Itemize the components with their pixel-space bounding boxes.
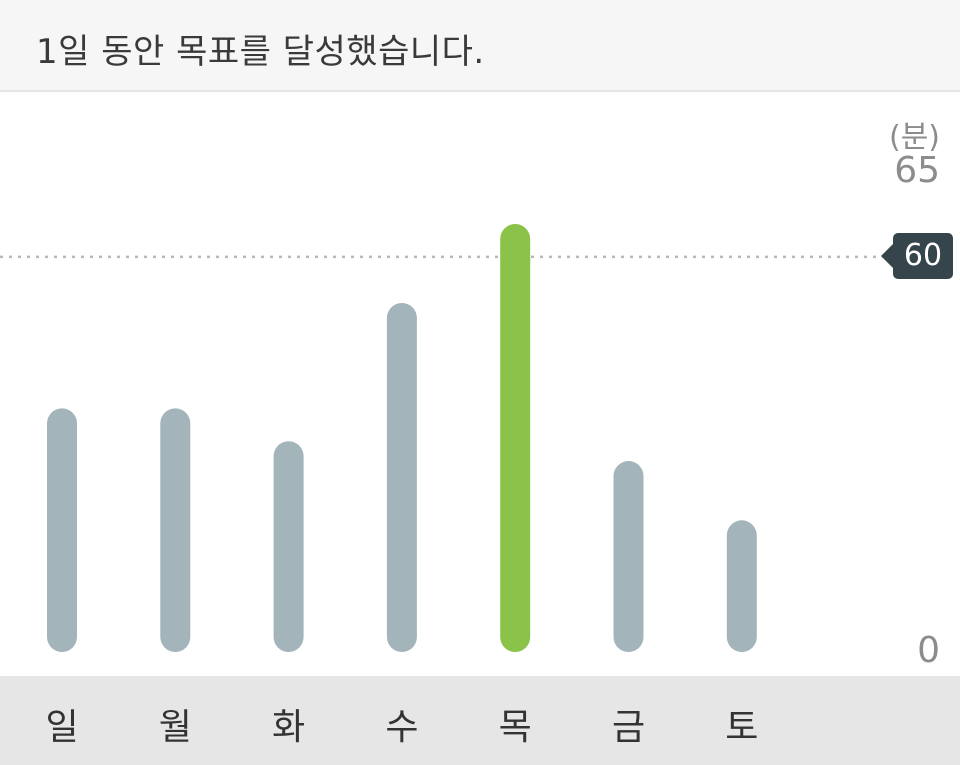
bar-1[interactable] bbox=[160, 408, 191, 652]
y-axis-max-label: 65 bbox=[894, 150, 940, 191]
bar-3[interactable] bbox=[386, 303, 417, 652]
day-label-0[interactable]: 일 bbox=[45, 707, 79, 748]
bar-4[interactable] bbox=[500, 224, 531, 652]
bar-chart-svg bbox=[0, 224, 888, 652]
bar-6[interactable] bbox=[726, 520, 757, 652]
weekly-chart bbox=[0, 92, 960, 676]
day-label-6[interactable]: 토 bbox=[725, 707, 759, 748]
goal-summary-text: 1일 동안 목표를 달성했습니다. bbox=[36, 32, 485, 72]
day-label-4[interactable]: 목 bbox=[498, 707, 532, 748]
day-label-1[interactable]: 월 bbox=[158, 707, 192, 748]
bar-0[interactable] bbox=[47, 408, 77, 652]
bar-2[interactable] bbox=[273, 441, 304, 652]
day-label-3[interactable]: 수 bbox=[385, 707, 419, 748]
day-label-5[interactable]: 금 bbox=[611, 707, 646, 748]
y-axis-unit-label: (분) bbox=[888, 120, 940, 155]
bar-5[interactable] bbox=[613, 461, 644, 652]
y-axis-zero-label: 0 bbox=[917, 630, 940, 671]
goal-badge: 60 bbox=[881, 233, 953, 279]
summary-header: 1일 동안 목표를 달성했습니다. bbox=[0, 0, 960, 92]
day-label-2[interactable]: 화 bbox=[272, 707, 306, 748]
